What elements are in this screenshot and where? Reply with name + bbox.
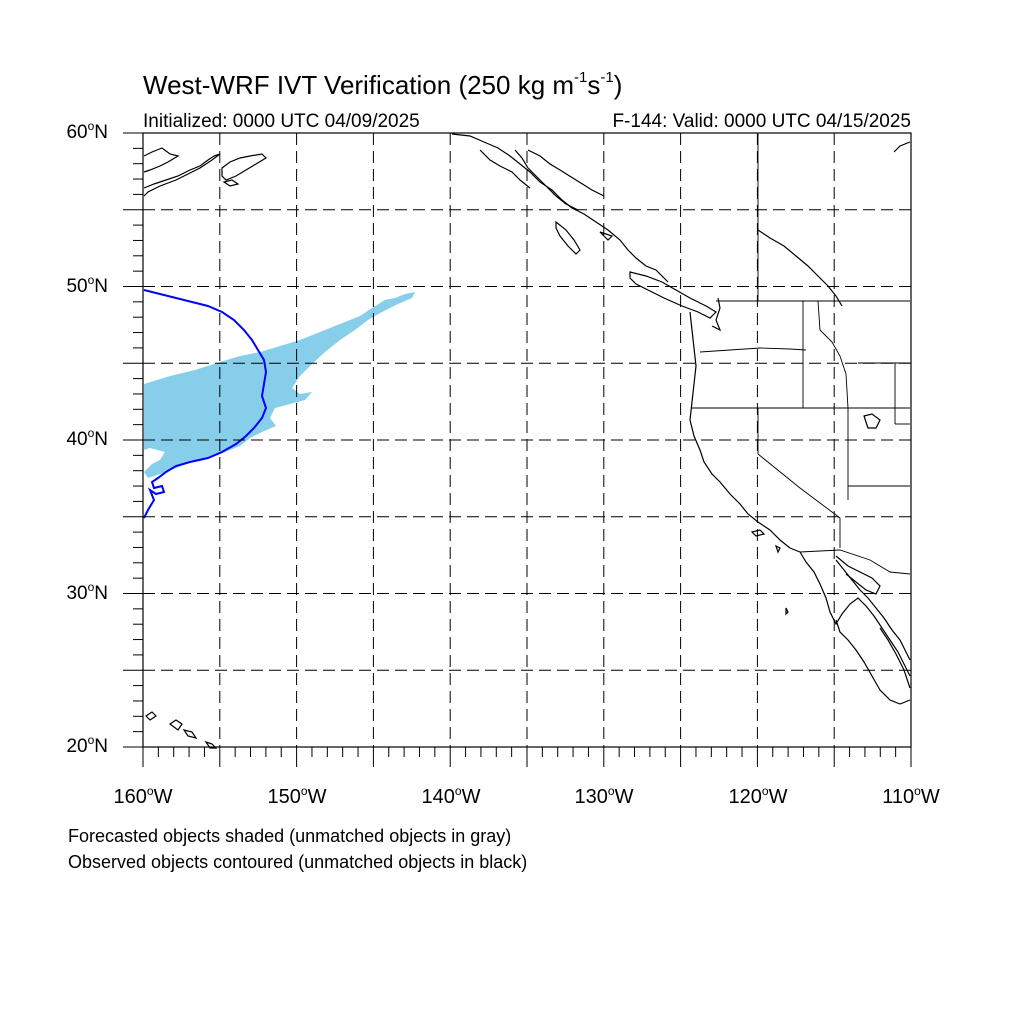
tick-marks — [123, 132, 912, 767]
footnote-observed: Observed objects contoured (unmatched ob… — [68, 852, 528, 872]
forecast-object-shading — [144, 292, 415, 478]
lat-label-50: 50oN — [66, 273, 108, 297]
graticule — [143, 133, 911, 747]
lat-label-40: 40oN — [66, 426, 108, 450]
observed-object-contour — [143, 289, 268, 519]
lat-label-60: 60oN — [66, 119, 108, 143]
lat-label-30: 30oN — [66, 580, 108, 604]
footnote-forecast: Forecasted objects shaded (unmatched obj… — [68, 826, 512, 846]
figure-title: West-WRF IVT Verification (250 kg m-1s-1… — [143, 69, 623, 100]
lon-label-130w: 130oW — [574, 784, 634, 808]
lon-label-160w: 160oW — [113, 784, 173, 808]
lon-label-120w: 120oW — [728, 784, 788, 808]
coastlines — [143, 133, 911, 749]
initialized-label: Initialized: 0000 UTC 04/09/2025 — [143, 111, 420, 132]
state-boundaries — [692, 134, 911, 575]
valid-time-label: F-144: Valid: 0000 UTC 04/15/2025 — [612, 111, 911, 132]
lat-label-20: 20oN — [66, 733, 108, 757]
lon-label-110w: 110oW — [882, 784, 940, 808]
lon-label-140w: 140oW — [421, 784, 481, 808]
lon-label-150w: 150oW — [267, 784, 327, 808]
